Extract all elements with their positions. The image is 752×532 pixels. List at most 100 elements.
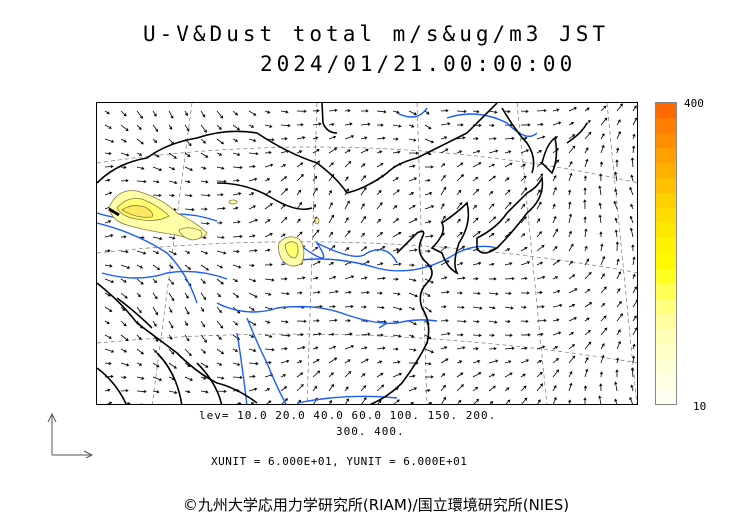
wind-vector (168, 362, 177, 369)
wind-vector (152, 250, 160, 255)
wind-vector (232, 165, 243, 170)
wind-vector (280, 386, 288, 392)
wind-vector (568, 317, 577, 322)
wind-vector (168, 166, 176, 171)
wind-vector (104, 234, 114, 238)
wind-vector (344, 386, 349, 392)
wind-vector (248, 177, 258, 182)
wind-vector (296, 150, 303, 154)
wind-vector (583, 397, 587, 404)
wind-vector (552, 276, 559, 280)
wind-vector (248, 152, 259, 156)
wind-vector (552, 215, 557, 224)
wind-vector (504, 109, 511, 114)
wind-vector (104, 306, 113, 312)
wind-vector (248, 348, 257, 352)
wind-vector (312, 370, 321, 378)
wind-vector (568, 107, 577, 112)
wind-vector (328, 245, 336, 252)
wind-vector (472, 137, 479, 141)
wind-vector (520, 175, 527, 182)
wind-vector (200, 180, 209, 184)
wind-vector (184, 390, 191, 394)
wind-vector (328, 357, 338, 364)
wind-vector (584, 228, 588, 238)
wind-vector (520, 203, 526, 210)
wind-vector (616, 258, 620, 266)
wind-vector (216, 179, 227, 184)
wind-vector (168, 306, 173, 313)
wind-vector (536, 135, 546, 140)
wind-vector (630, 384, 634, 392)
wind-vector (584, 317, 590, 322)
wind-vector (504, 291, 512, 295)
colorbar-swatch (656, 148, 676, 164)
wind-vector (232, 320, 239, 326)
wind-vector (344, 304, 354, 309)
wind-vector (200, 138, 206, 144)
wind-vector (488, 149, 499, 154)
coastlines (97, 103, 588, 404)
wind-vector (344, 290, 352, 294)
wind-vector (584, 357, 589, 364)
wind-vector (264, 278, 275, 282)
wind-vector (599, 383, 603, 392)
wind-vector (520, 247, 528, 252)
wind-vector (232, 362, 241, 366)
wind-vector (456, 276, 466, 280)
wind-vector (328, 332, 335, 336)
colorbar-swatch (656, 388, 676, 404)
wind-vector (360, 148, 369, 154)
wind-vector (488, 123, 495, 127)
wind-vector (232, 234, 243, 239)
wind-vector (536, 332, 544, 336)
wind-vector (120, 152, 130, 157)
wind-vector (568, 189, 572, 196)
wind-vector (440, 384, 446, 392)
wind-vector (488, 373, 495, 378)
wind-vector (456, 245, 466, 252)
wind-vector (472, 176, 479, 182)
wind-vector (536, 290, 543, 295)
wind-vector (328, 231, 334, 238)
wind-vector (520, 123, 531, 127)
wind-vector (168, 250, 177, 256)
copyright-credit: ©九州大学応用力学研究所(RIAM)/国立環境研究所(NIES) (182, 496, 570, 514)
wind-vector (552, 369, 560, 378)
wind-vector (264, 320, 271, 324)
colorbar-min-label: 10 (693, 400, 707, 413)
wind-vector (600, 144, 605, 154)
wind-vector (328, 147, 338, 154)
wind-vector (235, 402, 242, 404)
wind-vector (504, 276, 515, 281)
wind-vector (424, 375, 434, 379)
dust-plume-central (228, 199, 320, 267)
wind-vector (104, 191, 113, 196)
wind-vector (280, 233, 286, 238)
wind-vector (136, 179, 147, 184)
wind-vector (456, 201, 463, 210)
wind-vector (632, 299, 637, 308)
wind-vector (504, 248, 511, 252)
wind-vector (168, 193, 175, 198)
wind-vector (280, 164, 287, 168)
rivers (97, 107, 538, 404)
wind-vector (632, 343, 636, 350)
wind-vector (232, 110, 239, 116)
wind-vector (184, 124, 190, 132)
contour-levels-line1: lev= 10.0 20.0 40.0 60.0 100. 150. 200. (199, 409, 497, 422)
wind-vector (104, 264, 113, 268)
wind-vector (280, 277, 288, 281)
wind-vector (312, 160, 321, 168)
wind-vector (489, 400, 494, 404)
wind-vector (328, 318, 338, 322)
wind-vector (488, 110, 498, 114)
wind-vector (629, 227, 634, 238)
chart-title: U-V&Dust total m/s&ug/m3 JST (142, 22, 609, 46)
wind-vector (599, 173, 603, 182)
wind-vector (472, 333, 482, 337)
wind-vector (376, 372, 384, 378)
wind-vector (376, 346, 386, 350)
wind-vector (440, 346, 448, 350)
wind-vector (408, 192, 415, 196)
